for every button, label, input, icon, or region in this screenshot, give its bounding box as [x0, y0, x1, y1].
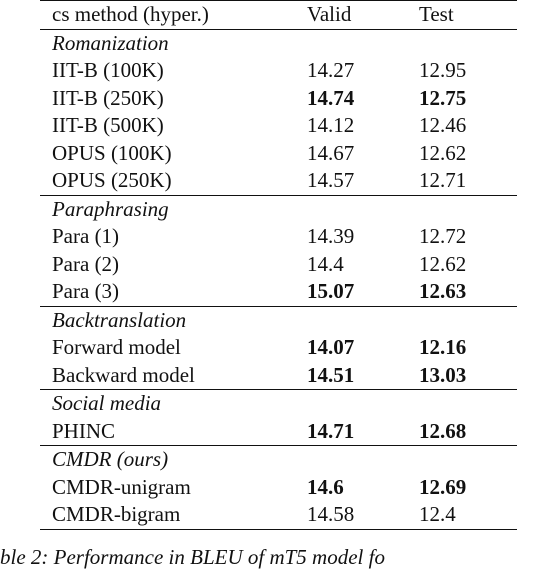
valid-score-cell: 14.71: [307, 418, 355, 443]
method-cell: OPUS (250K): [52, 168, 172, 192]
table-row: CMDR-bigram 14.58 12.4: [40, 501, 517, 530]
valid-score-cell: 14.39: [307, 224, 355, 248]
test-score-cell: 12.62: [419, 251, 467, 276]
test-score-cell: 12.4: [419, 501, 517, 530]
valid-score-cell: 14.58: [307, 501, 419, 530]
valid-score-cell: 14.74: [307, 85, 355, 110]
table-header-row: cs method (hyper.) Valid Test: [40, 0, 517, 30]
test-score-cell: 12.95: [419, 58, 467, 82]
method-cell: Para (2): [52, 251, 120, 276]
valid-score-cell: 14.07: [307, 335, 355, 359]
section-title: Romanization: [52, 30, 169, 55]
section-title: Paraphrasing: [40, 194, 517, 223]
results-table-container: cs method (hyper.) Valid Test Romanizati…: [40, 0, 517, 530]
header-valid: Valid: [307, 0, 419, 30]
table-row: CMDR-unigram 14.6 12.69: [40, 474, 517, 502]
table-row: OPUS (100K) 14.67 12.62: [40, 140, 517, 168]
section-header-row: CMDR (ours): [40, 445, 517, 474]
table-row: Para (2) 14.4 12.62: [40, 251, 517, 279]
test-score-cell: 12.16: [419, 335, 467, 359]
table-row: Para (1) 14.39 12.72: [40, 223, 517, 251]
section-header-row: Social media: [40, 389, 517, 418]
table-row: Backward model 14.51 13.03: [40, 362, 517, 390]
valid-score-cell: 14.57: [307, 168, 355, 192]
table-row: IIT-B (250K) 14.74 12.75: [40, 85, 517, 113]
table-row: PHINC 14.71 12.68: [40, 418, 517, 446]
method-cell: Backward model: [52, 362, 195, 387]
method-cell: PHINC: [52, 418, 116, 443]
table-row: OPUS (250K) 14.57 12.71: [40, 167, 517, 195]
valid-score-cell: 14.6: [307, 474, 344, 499]
section-title: Backtranslation: [40, 305, 517, 334]
table-row: Para (3) 15.07 12.63: [40, 278, 517, 306]
valid-score-cell: 14.51: [307, 362, 355, 387]
section-header-row: Backtranslation: [40, 305, 517, 334]
valid-score-cell: 14.12: [307, 113, 355, 137]
method-cell: CMDR-unigram: [52, 474, 191, 499]
test-score-cell: 12.69: [419, 474, 467, 499]
method-cell: Forward model: [52, 335, 181, 359]
method-cell: Para (1): [52, 224, 120, 248]
valid-score-cell: 14.4: [307, 251, 344, 276]
header-test: Test: [419, 0, 517, 30]
table-body: Romanization IIT-B (100K) 14.27 12.95 IIT-B …: [40, 29, 517, 530]
method-cell: IIT-B (500K): [52, 113, 164, 137]
section-header-row: Romanization: [40, 29, 517, 57]
test-score-cell: 12.71: [419, 168, 467, 192]
method-cell: Para (3): [52, 279, 120, 303]
valid-score-cell: 14.27: [307, 58, 355, 82]
header-method: cs method (hyper.): [40, 0, 307, 30]
test-score-cell: 12.75: [419, 85, 467, 110]
valid-score-cell: 14.67: [307, 140, 355, 165]
section-title: CMDR (ours): [40, 445, 517, 474]
results-table: cs method (hyper.) Valid Test Romanizati…: [40, 0, 517, 530]
method-cell: CMDR-bigram: [40, 501, 307, 530]
valid-score-cell: 15.07: [307, 279, 355, 303]
test-score-cell: 12.68: [419, 418, 467, 443]
section-title: Social media: [40, 389, 517, 418]
table-row: Forward model 14.07 12.16: [40, 334, 517, 362]
test-score-cell: 13.03: [419, 362, 467, 387]
method-cell: OPUS (100K): [52, 140, 172, 165]
table-caption: ble 2: Performance in BLEU of mT5 model …: [0, 545, 385, 569]
table-row: IIT-B (100K) 14.27 12.95: [40, 57, 517, 85]
section-header-row: Paraphrasing: [40, 194, 517, 223]
method-cell: IIT-B (250K): [52, 85, 164, 110]
test-score-cell: 12.46: [419, 113, 467, 137]
test-score-cell: 12.62: [419, 140, 467, 165]
table-row: IIT-B (500K) 14.12 12.46: [40, 112, 517, 140]
test-score-cell: 12.63: [419, 279, 467, 303]
method-cell: IIT-B (100K): [52, 58, 164, 82]
test-score-cell: 12.72: [419, 224, 467, 248]
